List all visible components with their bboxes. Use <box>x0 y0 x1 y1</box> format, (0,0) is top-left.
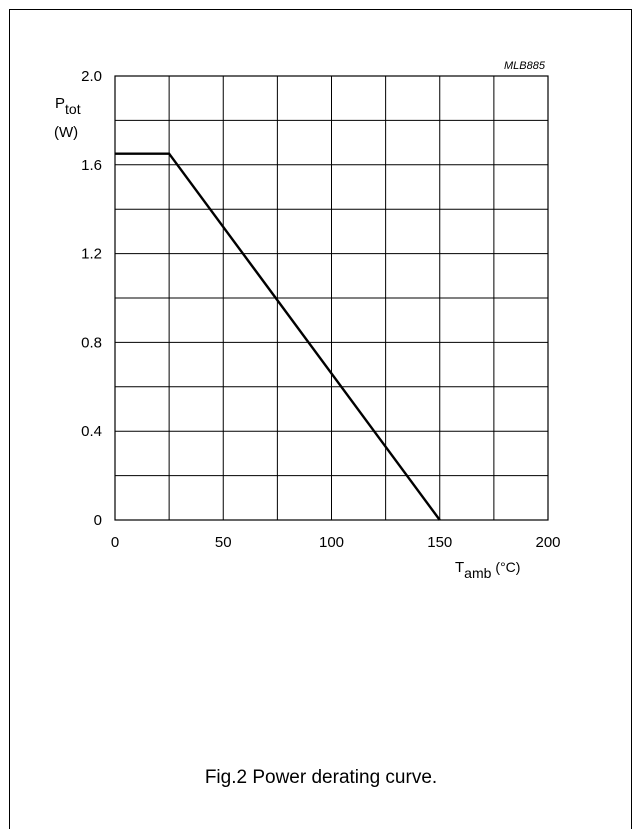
y-tick-label: 0 <box>94 512 102 529</box>
data-point <box>168 153 170 155</box>
y-tick-label: 0.8 <box>81 334 102 351</box>
x-tick-label: 0 <box>111 534 119 551</box>
data-point <box>114 153 116 155</box>
figure-caption: Fig.2 Power derating curve. <box>204 767 438 788</box>
x-tick-label: 100 <box>319 534 344 551</box>
x-axis-label-sub: amb <box>464 565 491 581</box>
y-tick-labels: 0 0.4 0.8 1.2 1.6 2.0 <box>81 68 102 529</box>
data-point <box>439 519 441 521</box>
chart-code: MLB885 <box>504 60 546 72</box>
y-axis-label: Ptot <box>55 95 81 117</box>
y-tick-label: 2.0 <box>81 68 102 85</box>
x-axis-label-unit: (°C) <box>495 559 520 575</box>
x-tick-label: 200 <box>535 534 560 551</box>
x-axis-label-main: T <box>455 559 464 576</box>
series-group <box>114 152 441 521</box>
x-tick-labels: 0 50 100 150 200 <box>111 534 561 551</box>
y-axis-label-sub: tot <box>65 101 81 117</box>
y-tick-label: 1.6 <box>81 157 102 174</box>
figure-frame <box>9 9 632 829</box>
grid <box>115 76 548 520</box>
y-axis-unit: (W) <box>54 124 78 141</box>
x-tick-label: 50 <box>215 534 232 551</box>
x-tick-label: 150 <box>427 534 452 551</box>
x-axis-label: Tamb (°C) <box>455 559 520 581</box>
y-tick-label: 1.2 <box>81 246 102 263</box>
y-axis-label-main: P <box>55 95 65 112</box>
y-tick-label: 0.4 <box>81 423 102 440</box>
plot-border <box>114 75 549 521</box>
